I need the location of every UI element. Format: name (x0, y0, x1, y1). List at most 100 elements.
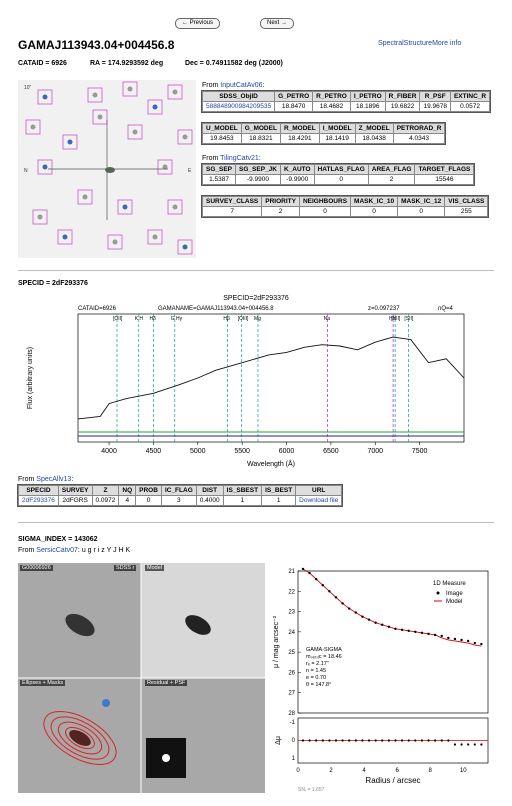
spectral-line-label: [OIII] (238, 316, 249, 322)
spectral-line-label: G Hγ (171, 316, 183, 322)
mask-box (147, 99, 163, 115)
mask-box (117, 199, 133, 215)
table-cell: 19.9678 (419, 101, 451, 112)
residual-point (427, 739, 430, 742)
data-point (466, 639, 470, 643)
y-tick-label: 27 (288, 691, 295, 697)
table-cell: 18.0438 (354, 133, 394, 144)
finder-chart-image: 10" N E (18, 80, 196, 258)
table-cell: 18.8321 (240, 133, 281, 144)
spectrum-nq: nQ=4 (438, 306, 454, 312)
spectral-line-label: Hδ (150, 316, 157, 322)
table-header: IS_BEST (261, 485, 297, 496)
sersic-images-svg (18, 563, 265, 793)
fit-ellipse (50, 716, 110, 760)
footnote: SNᵣ = 1.657 (298, 787, 325, 793)
table-header: IC_FLAG (160, 485, 197, 496)
table-cell: 0 (350, 206, 399, 217)
fit-ellipse (43, 711, 117, 765)
table-cell: 1 (261, 495, 297, 506)
fit-ellipse (65, 726, 95, 750)
mask-box (77, 189, 93, 205)
star-marker (182, 134, 188, 140)
table-header: MASK_IC_10 (350, 196, 399, 207)
data-point (321, 584, 324, 587)
residual-point (387, 739, 390, 742)
table-header: R_FIBER (384, 91, 421, 102)
table-cell: 4 (118, 495, 137, 506)
y-axis-label-top: μ / mag arcsec⁻² (273, 615, 280, 668)
table-header: PETRORAD_R (392, 123, 446, 134)
table-header: SG_SEP_JK (235, 164, 281, 175)
data-point (314, 577, 318, 581)
galaxy-image (65, 613, 95, 637)
fit-info: mₛₑᵣₛᵢc = 18.46 (306, 654, 342, 660)
ra-label: RA = 174.9293592 deg (90, 60, 164, 67)
panel-caption: SDSS r (114, 565, 137, 571)
previous-button[interactable]: ← Previous (175, 18, 221, 29)
sersic-cat-link[interactable]: SersicCatv07 (36, 547, 78, 554)
table-cell: 18.4291 (279, 133, 320, 144)
residual-point (334, 739, 338, 742)
table-cell: 19.8453 (202, 133, 242, 144)
next-button[interactable]: Next → (260, 18, 295, 29)
table-header: K_AUTO (279, 164, 315, 175)
table-header: G_MODEL (240, 123, 281, 134)
y-tick-label: 24 (288, 630, 295, 636)
data-point (447, 636, 450, 640)
spectral-line-label: Hβ (223, 316, 230, 322)
spectral-line-label: Mg (254, 316, 261, 322)
table-header: HATLAS_FLAG (313, 164, 369, 175)
sigma-index-label: SIGMA_INDEX = 143062 (18, 536, 98, 543)
plot-frame (77, 313, 465, 443)
table-header: SURVEY (57, 485, 93, 496)
plot-frame (297, 570, 489, 714)
star-marker (30, 124, 36, 130)
bands-list: u g r i z Y J H K (81, 547, 131, 554)
table-cell: 18.1896 (349, 101, 386, 112)
table-header: I_PETRO (349, 91, 386, 102)
table-link-cell[interactable]: 2dF293376 (18, 495, 59, 506)
data-point (374, 621, 377, 624)
x-tick-label: 8 (429, 768, 433, 774)
table-header: U_MODEL (202, 123, 242, 134)
data-point (341, 602, 344, 605)
table-header: NQ (118, 485, 137, 496)
spectral-structure-link[interactable]: SpectralStructureMore info (378, 40, 462, 47)
star-marker (172, 204, 178, 210)
table-cell: -9.9900 (279, 174, 315, 185)
mask-box (107, 234, 123, 250)
table-link-cell[interactable]: 588848900984209535 (201, 101, 276, 112)
data-point (308, 571, 311, 575)
star-marker (122, 204, 128, 210)
residual-point (381, 739, 384, 742)
table-cell: 1.5387 (201, 174, 237, 185)
tiling-cat-link[interactable]: TilingCatv21 (220, 155, 259, 162)
spec-all-link[interactable]: SpecAllv13 (36, 476, 72, 483)
data-point (400, 628, 404, 632)
table-cell: 0 (298, 206, 352, 217)
residual-point (453, 743, 457, 746)
residual-point (460, 743, 463, 746)
legend-image-marker (436, 591, 440, 595)
star-marker (152, 104, 158, 110)
mask-box (157, 159, 173, 175)
star-marker (92, 92, 98, 98)
specid-label: SPECID = 2dF293376 (18, 280, 88, 287)
table-cell: 7 (201, 206, 263, 217)
star-marker (42, 94, 48, 100)
mask-box (62, 134, 78, 150)
data-point (433, 633, 437, 637)
data-point (453, 637, 457, 641)
residual-point (328, 739, 331, 742)
spectrum-z: z=0.097237 (368, 306, 400, 312)
table-row: 588848900984209535 18.8470 18.4682 18.1896 1… (201, 101, 491, 112)
table-link-cell[interactable]: Download file (295, 495, 343, 506)
input-cat-link[interactable]: InputCatAv06 (220, 82, 263, 89)
fit-info: GAMA-SIGMA (306, 647, 342, 653)
y-tick-label: 21 (288, 569, 295, 575)
y-tick-label: 26 (288, 670, 295, 676)
spectrum-cataid: CATAID=6926 (78, 306, 117, 312)
residual-point (367, 739, 371, 742)
residual-point (321, 739, 324, 742)
